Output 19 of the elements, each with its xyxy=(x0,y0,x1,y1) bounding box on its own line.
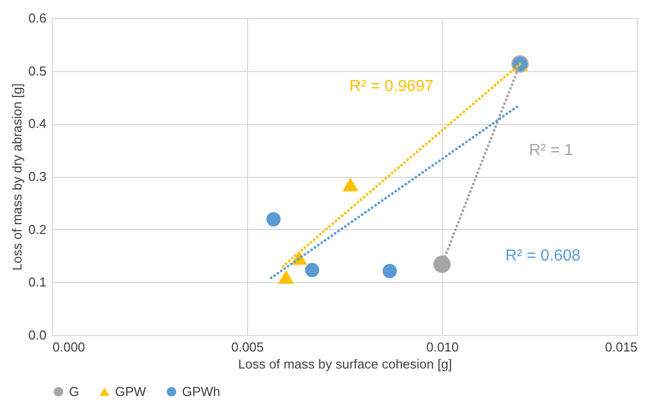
x-tick-label: 0.000 xyxy=(52,340,86,354)
legend-label: GPW xyxy=(115,384,147,399)
x-tick-label: 0.015 xyxy=(604,340,638,354)
y-tick-label: 0.2 xyxy=(28,222,46,237)
y-axis-title: Loss of mass by dry abrasion [g] xyxy=(9,83,24,271)
annotation: R² = 1 xyxy=(528,142,574,160)
y-tick-label: 0.6 xyxy=(28,10,46,26)
y-tick-label: 0.5 xyxy=(28,63,46,78)
legend-label: G xyxy=(69,384,80,399)
annotation: R² = 0.9697 xyxy=(349,78,434,96)
y-tick-label: 0.0 xyxy=(28,328,46,342)
annotation: R² = 0.608 xyxy=(505,248,581,265)
legend-label: GPWh xyxy=(182,384,220,399)
y-tick-label: 0.1 xyxy=(28,274,46,290)
x-tick-label: 0.005 xyxy=(231,340,264,354)
y-tick-label: 0.3 xyxy=(28,169,46,184)
x-tick-label: 0.010 xyxy=(426,340,459,354)
y-tick-label: 0.4 xyxy=(28,116,46,132)
x-axis-title: Loss of mass by surface cohesion [g] xyxy=(238,356,452,372)
